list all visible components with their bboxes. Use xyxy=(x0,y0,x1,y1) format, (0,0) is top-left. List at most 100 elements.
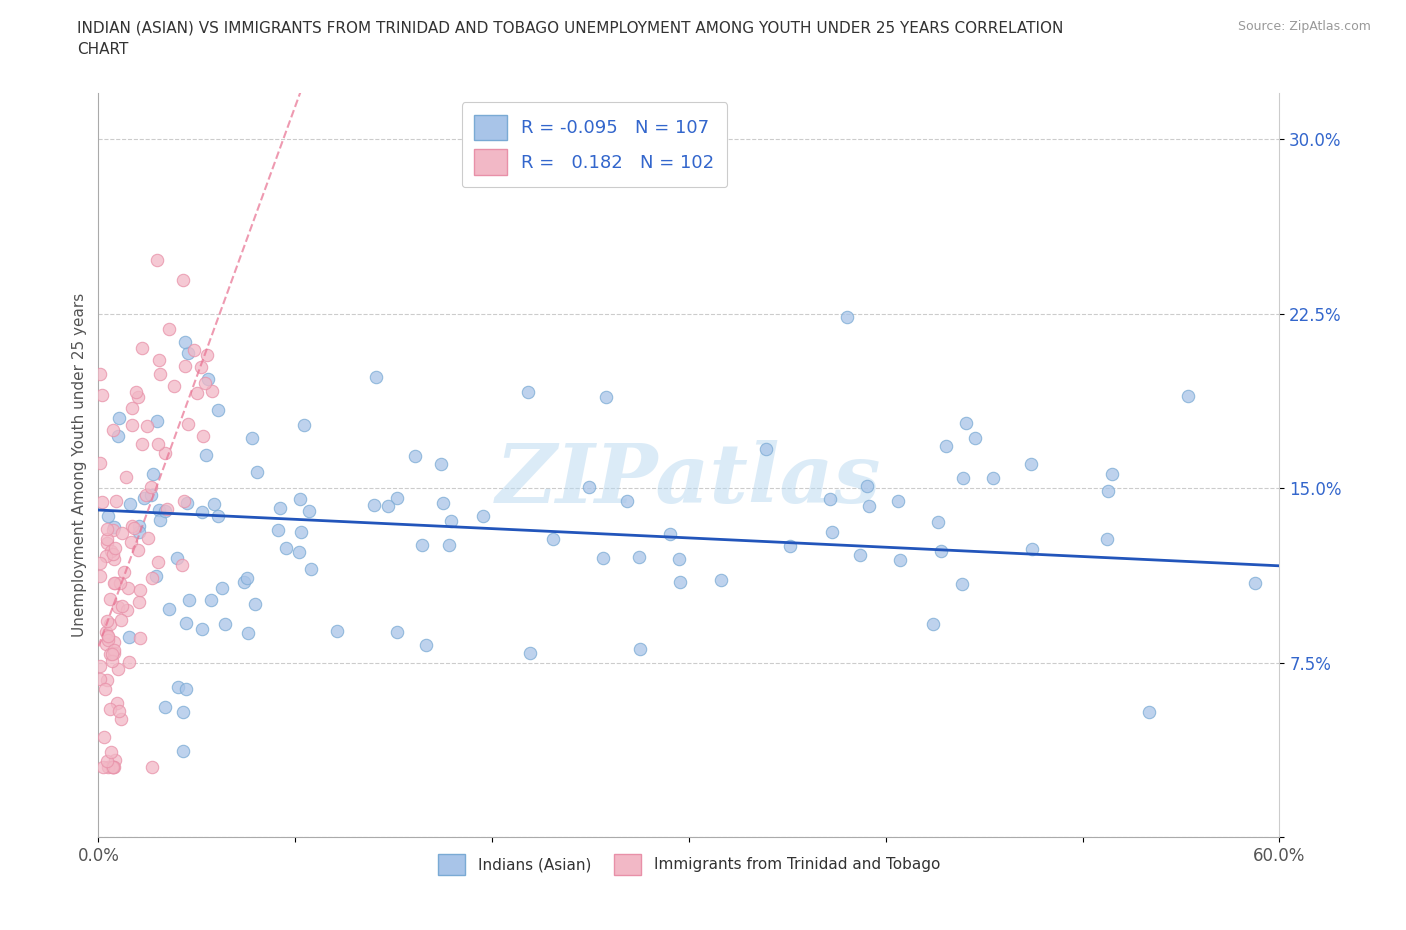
Point xyxy=(176,496,198,511)
Point xyxy=(96,624,118,639)
Point xyxy=(195,348,218,363)
Point xyxy=(101,653,124,668)
Point xyxy=(232,575,254,590)
Point xyxy=(89,555,111,570)
Point xyxy=(981,471,1004,485)
Point xyxy=(96,536,118,551)
Point xyxy=(595,390,617,405)
Point xyxy=(1097,484,1119,498)
Legend: Indians (Asian), Immigrants from Trinidad and Tobago: Indians (Asian), Immigrants from Trinida… xyxy=(432,847,946,882)
Point xyxy=(955,415,977,430)
Point xyxy=(385,625,408,640)
Point xyxy=(125,384,148,399)
Point xyxy=(177,346,200,361)
Point xyxy=(145,568,167,583)
Point xyxy=(153,445,176,460)
Point xyxy=(929,543,952,558)
Point xyxy=(101,422,124,437)
Point xyxy=(107,600,129,615)
Point xyxy=(96,753,118,768)
Point xyxy=(101,760,124,775)
Point xyxy=(97,760,120,775)
Point xyxy=(592,551,614,565)
Point xyxy=(141,760,163,775)
Point xyxy=(471,509,494,524)
Point xyxy=(214,617,236,631)
Point xyxy=(139,480,162,495)
Point xyxy=(98,701,121,716)
Point xyxy=(131,437,153,452)
Point xyxy=(90,495,112,510)
Point xyxy=(97,629,120,644)
Point xyxy=(121,400,143,415)
Point xyxy=(96,672,118,687)
Point xyxy=(101,547,124,562)
Point xyxy=(104,576,127,591)
Point xyxy=(952,576,974,591)
Point xyxy=(166,551,188,565)
Point xyxy=(149,512,172,527)
Point xyxy=(207,403,229,418)
Point xyxy=(194,447,217,462)
Point xyxy=(287,544,309,559)
Point xyxy=(1021,541,1043,556)
Point xyxy=(541,531,564,546)
Point xyxy=(127,390,149,405)
Point xyxy=(142,467,165,482)
Point xyxy=(163,379,186,394)
Point xyxy=(98,591,121,606)
Point xyxy=(849,548,872,563)
Point xyxy=(627,550,650,565)
Point xyxy=(246,465,269,480)
Point xyxy=(110,711,132,726)
Point xyxy=(186,385,208,400)
Point xyxy=(269,501,291,516)
Point xyxy=(96,614,118,629)
Point xyxy=(516,385,538,400)
Point xyxy=(668,551,690,566)
Point xyxy=(157,322,180,337)
Point xyxy=(101,760,124,775)
Point xyxy=(669,575,692,590)
Point xyxy=(107,410,129,425)
Point xyxy=(616,494,638,509)
Point xyxy=(101,646,124,661)
Point xyxy=(111,599,134,614)
Point xyxy=(173,494,195,509)
Point xyxy=(172,705,194,720)
Point xyxy=(889,553,911,568)
Point xyxy=(292,418,315,432)
Point xyxy=(90,388,112,403)
Point xyxy=(153,700,176,715)
Point xyxy=(190,622,212,637)
Point xyxy=(172,272,194,287)
Point xyxy=(858,498,880,513)
Point xyxy=(411,538,433,552)
Point xyxy=(1019,457,1042,472)
Point xyxy=(156,501,179,516)
Point xyxy=(89,568,111,583)
Point xyxy=(108,576,131,591)
Point xyxy=(174,335,197,350)
Point xyxy=(267,523,290,538)
Point xyxy=(96,548,118,563)
Point xyxy=(965,432,987,446)
Point xyxy=(97,629,120,644)
Point xyxy=(135,487,157,502)
Point xyxy=(122,521,145,536)
Point xyxy=(202,497,225,512)
Point xyxy=(107,662,129,677)
Point xyxy=(141,571,163,586)
Point xyxy=(779,538,801,553)
Point xyxy=(1137,705,1160,720)
Point xyxy=(89,658,111,673)
Point xyxy=(299,561,322,576)
Point xyxy=(922,617,945,631)
Point xyxy=(146,554,169,569)
Point xyxy=(121,519,143,534)
Point xyxy=(120,497,142,512)
Point xyxy=(207,509,229,524)
Point xyxy=(110,612,132,627)
Point xyxy=(103,520,125,535)
Point xyxy=(628,641,651,656)
